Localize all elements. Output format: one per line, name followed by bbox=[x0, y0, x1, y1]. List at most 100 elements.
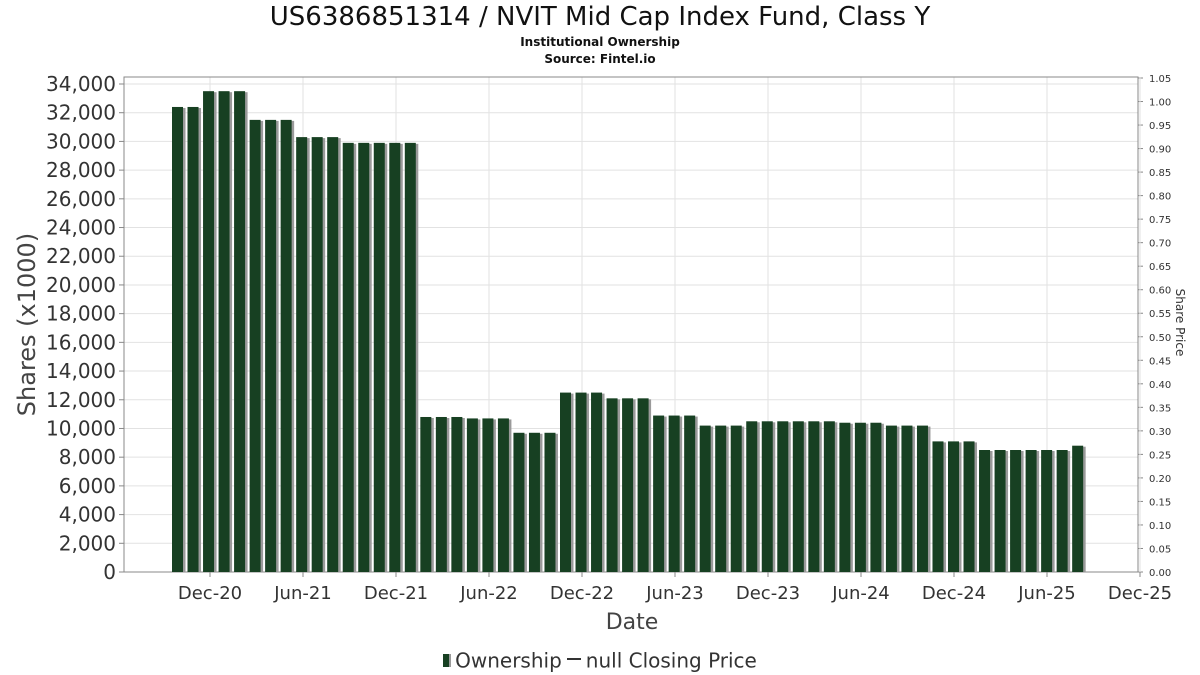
y2-tick-label: 0.85 bbox=[1149, 168, 1171, 179]
ownership-bar bbox=[296, 137, 308, 572]
ownership-bar bbox=[606, 398, 618, 572]
legend-ownership-label: Ownership bbox=[455, 648, 562, 673]
y-tick-label: 22,000 bbox=[46, 244, 116, 268]
x-tick-label: Dec-22 bbox=[550, 583, 614, 604]
ownership-bar bbox=[963, 441, 975, 572]
ownership-bar bbox=[435, 416, 447, 572]
ownership-bar bbox=[404, 142, 416, 573]
ownership-bar bbox=[466, 418, 478, 572]
y2-tick-label: 1.00 bbox=[1149, 98, 1171, 109]
ownership-bar bbox=[668, 415, 680, 572]
ownership-bar bbox=[249, 119, 261, 572]
y-tick-label: 28,000 bbox=[46, 158, 116, 182]
y2-tick-label: 0.75 bbox=[1149, 215, 1171, 226]
ownership-bar bbox=[1025, 450, 1037, 572]
y-tick-label: 8,000 bbox=[59, 445, 116, 469]
x-tick-label: Jun-25 bbox=[1017, 583, 1076, 604]
price-legend-line bbox=[566, 657, 581, 660]
ownership-bar bbox=[358, 142, 370, 573]
y2-tick-label: 0.70 bbox=[1149, 239, 1171, 250]
y2-tick-label: 0.45 bbox=[1149, 356, 1171, 367]
ownership-bar bbox=[777, 421, 789, 572]
y2-tick-label: 0.25 bbox=[1149, 450, 1171, 461]
y2-tick-label: 0.00 bbox=[1149, 568, 1171, 579]
y-tick-label: 10,000 bbox=[46, 416, 116, 440]
y2-tick-label: 0.60 bbox=[1149, 286, 1171, 297]
ownership-bar bbox=[187, 106, 199, 572]
ownership-bar bbox=[172, 106, 183, 572]
y-tick-label: 26,000 bbox=[46, 187, 116, 211]
ownership-bar bbox=[544, 432, 556, 572]
y-tick-label: 12,000 bbox=[46, 388, 116, 412]
ownership-bar bbox=[218, 91, 230, 573]
y2-tick-label: 0.15 bbox=[1149, 497, 1171, 508]
ownership-legend-swatch bbox=[443, 654, 452, 667]
ownership-bar bbox=[280, 119, 292, 572]
y-axis-tick-labels: 0 2,000 4,000 6,000 8,000 10,000 12,000 14,000 1… bbox=[46, 72, 116, 584]
ownership-bar bbox=[792, 421, 804, 572]
ownership-bar bbox=[451, 416, 463, 572]
y-tick-label: 16,000 bbox=[46, 330, 116, 354]
ownership-bar bbox=[1072, 445, 1084, 572]
chart-legend: Ownership null Closing Price bbox=[0, 647, 1200, 673]
x-tick-label: Dec-21 bbox=[364, 583, 428, 604]
ownership-bar bbox=[637, 398, 649, 572]
ownership-bar bbox=[808, 421, 820, 572]
x-tick-label: Dec-25 bbox=[1108, 583, 1172, 604]
ownership-bar bbox=[730, 425, 742, 572]
x-axis-label: Date bbox=[606, 610, 659, 635]
y-tick-label: 34,000 bbox=[46, 72, 116, 96]
ownership-bar bbox=[560, 392, 571, 572]
ownership-bar bbox=[389, 142, 401, 573]
y-tick-label: 18,000 bbox=[46, 302, 116, 326]
y-tick-label: 4,000 bbox=[59, 503, 116, 527]
x-tick-label: Dec-24 bbox=[922, 583, 986, 604]
y-tick-label: 6,000 bbox=[59, 474, 116, 498]
ownership-bar bbox=[373, 142, 385, 573]
ownership-bar bbox=[979, 450, 991, 572]
y-tick-label: 0 bbox=[103, 560, 116, 584]
ownership-bar bbox=[311, 137, 323, 572]
ownership-bar bbox=[1041, 450, 1053, 572]
ownership-bar bbox=[994, 450, 1006, 572]
ownership-bar bbox=[839, 422, 851, 572]
ownership-bar bbox=[870, 422, 882, 572]
y2-tick-label: 0.55 bbox=[1149, 309, 1171, 320]
ownership-bar bbox=[932, 441, 944, 572]
ownership-bar bbox=[699, 425, 711, 572]
ownership-bar bbox=[575, 392, 587, 572]
y-axis-label: Shares (x1000) bbox=[13, 233, 41, 416]
y2-tick-label: 1.05 bbox=[1149, 74, 1171, 85]
y2-tick-label: 0.05 bbox=[1149, 544, 1171, 555]
ownership-bar bbox=[948, 441, 959, 572]
y2-axis-label: Share Price bbox=[1173, 289, 1187, 357]
ownership-bar bbox=[1010, 450, 1022, 572]
ownership-bar bbox=[591, 392, 603, 572]
ownership-bar bbox=[746, 421, 758, 572]
x-tick-label: Jun-23 bbox=[645, 583, 704, 604]
ownership-bar bbox=[497, 418, 509, 572]
legend-price-label: null Closing Price bbox=[585, 648, 757, 673]
y2-tick-label: 0.95 bbox=[1149, 121, 1171, 132]
x-tick-label: Dec-23 bbox=[736, 583, 800, 604]
y2-tick-label: 0.80 bbox=[1149, 192, 1171, 203]
y-tick-label: 32,000 bbox=[46, 101, 116, 125]
ownership-bar bbox=[327, 137, 339, 572]
ownership-bar bbox=[203, 91, 215, 573]
chart-subtitle: Institutional Ownership bbox=[520, 35, 680, 49]
ownership-bar bbox=[513, 432, 525, 572]
y2-tick-label: 0.20 bbox=[1149, 474, 1171, 485]
ownership-bar bbox=[823, 421, 835, 572]
ownership-bar bbox=[342, 142, 354, 573]
y-tick-label: 24,000 bbox=[46, 216, 116, 240]
x-tick-label: Dec-20 bbox=[178, 583, 242, 604]
ownership-bar bbox=[854, 422, 866, 572]
y-tick-label: 14,000 bbox=[46, 359, 116, 383]
y2-tick-label: 0.30 bbox=[1149, 427, 1171, 438]
y2-tick-label: 0.40 bbox=[1149, 380, 1171, 391]
x-tick-label: Jun-22 bbox=[459, 583, 518, 604]
y2-tick-label: 0.65 bbox=[1149, 262, 1171, 273]
ownership-bar bbox=[684, 415, 696, 572]
ownership-bar bbox=[715, 425, 727, 572]
